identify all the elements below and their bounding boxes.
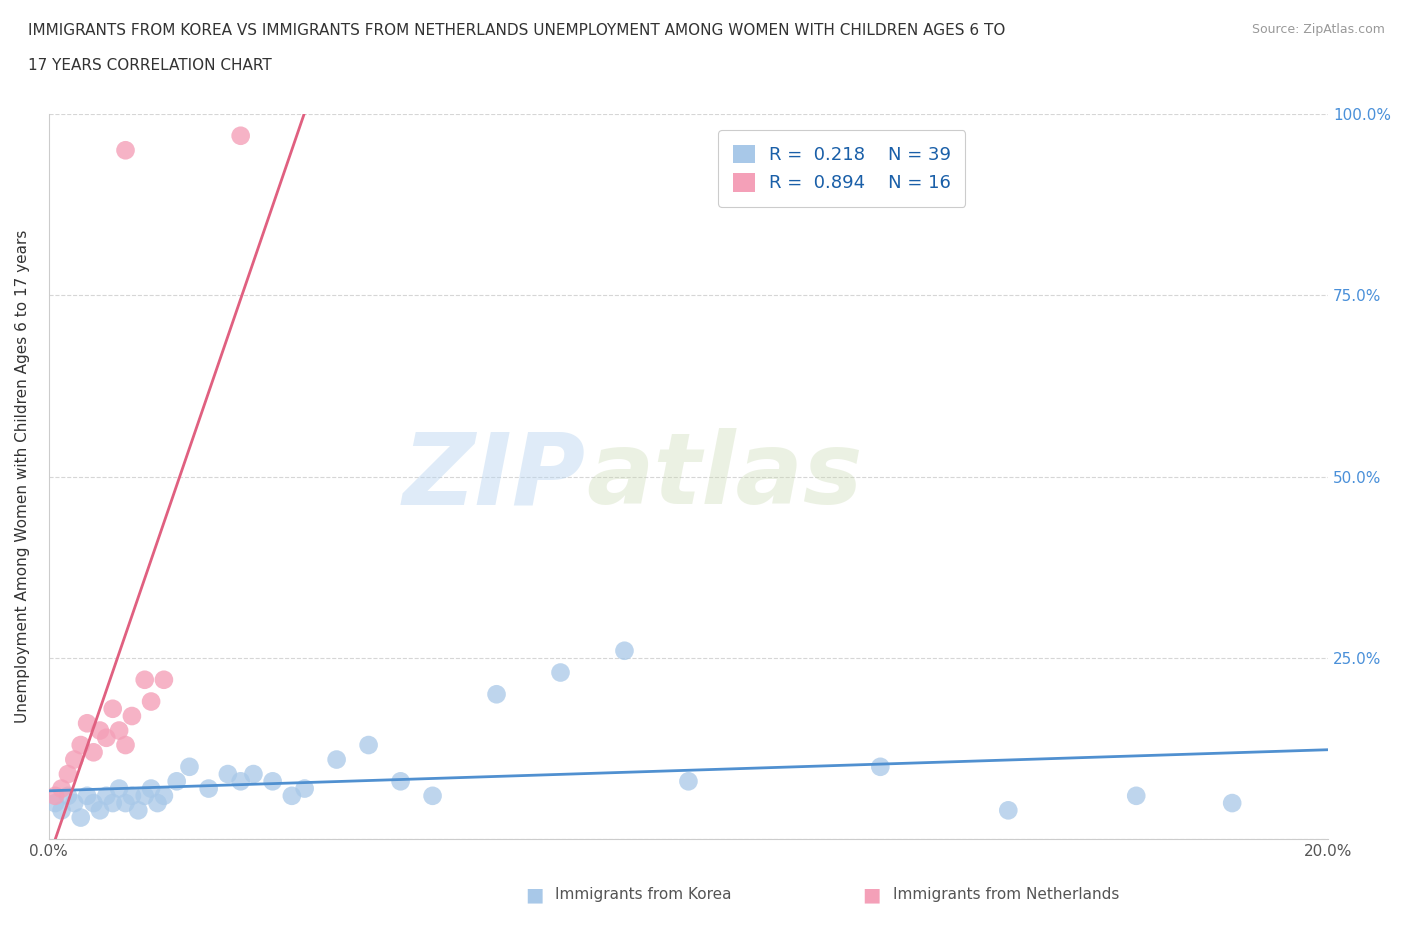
Text: atlas: atlas: [586, 428, 863, 525]
Point: [83, 796, 105, 811]
Text: IMMIGRANTS FROM KOREA VS IMMIGRANTS FROM NETHERLANDS UNEMPLOYMENT AMONG WOMEN WI: IMMIGRANTS FROM KOREA VS IMMIGRANTS FROM…: [28, 23, 1005, 38]
Point: [63, 796, 86, 811]
Point: [101, 701, 124, 716]
Point: [153, 672, 176, 687]
Point: [1125, 789, 1147, 804]
Point: [89, 803, 111, 817]
Point: [89, 724, 111, 738]
Point: [127, 803, 149, 817]
Point: [229, 774, 252, 789]
Point: [83, 745, 105, 760]
Point: [229, 128, 252, 143]
Point: [281, 789, 304, 804]
Text: Immigrants from Netherlands: Immigrants from Netherlands: [893, 887, 1119, 902]
Point: [56, 789, 79, 804]
Point: [134, 672, 156, 687]
Text: Immigrants from Korea: Immigrants from Korea: [555, 887, 733, 902]
Point: [134, 789, 156, 804]
Point: [179, 760, 201, 775]
Point: [217, 766, 239, 781]
Point: [63, 752, 86, 767]
Point: [76, 789, 98, 804]
Point: [56, 766, 79, 781]
Point: [101, 796, 124, 811]
Point: [96, 730, 118, 745]
Text: ■: ■: [862, 885, 882, 904]
Point: [146, 796, 169, 811]
Point: [51, 803, 73, 817]
Point: [44, 796, 66, 811]
Point: [262, 774, 284, 789]
Point: [69, 810, 91, 825]
Point: [997, 803, 1019, 817]
Point: [121, 789, 143, 804]
Point: [166, 774, 188, 789]
Point: [51, 781, 73, 796]
Point: [242, 766, 264, 781]
Point: [108, 724, 131, 738]
Point: [197, 781, 219, 796]
Point: [108, 781, 131, 796]
Point: [121, 709, 143, 724]
Point: [153, 789, 176, 804]
Legend: R =  0.218    N = 39, R =  0.894    N = 16: R = 0.218 N = 39, R = 0.894 N = 16: [718, 130, 966, 206]
Point: [869, 760, 891, 775]
Y-axis label: Unemployment Among Women with Children Ages 6 to 17 years: Unemployment Among Women with Children A…: [15, 230, 30, 724]
Point: [96, 789, 118, 804]
Point: [613, 644, 636, 658]
Point: [325, 752, 347, 767]
Text: ZIP: ZIP: [404, 428, 586, 525]
Point: [550, 665, 572, 680]
Text: ■: ■: [524, 885, 544, 904]
Point: [139, 781, 162, 796]
Point: [69, 737, 91, 752]
Point: [678, 774, 700, 789]
Text: Source: ZipAtlas.com: Source: ZipAtlas.com: [1251, 23, 1385, 36]
Point: [114, 143, 136, 158]
Point: [294, 781, 316, 796]
Point: [76, 716, 98, 731]
Point: [114, 796, 136, 811]
Point: [44, 789, 66, 804]
Point: [422, 789, 444, 804]
Point: [114, 737, 136, 752]
Point: [357, 737, 380, 752]
Point: [389, 774, 412, 789]
Point: [485, 687, 508, 702]
Point: [1220, 796, 1243, 811]
Point: [139, 694, 162, 709]
Text: 17 YEARS CORRELATION CHART: 17 YEARS CORRELATION CHART: [28, 58, 271, 73]
